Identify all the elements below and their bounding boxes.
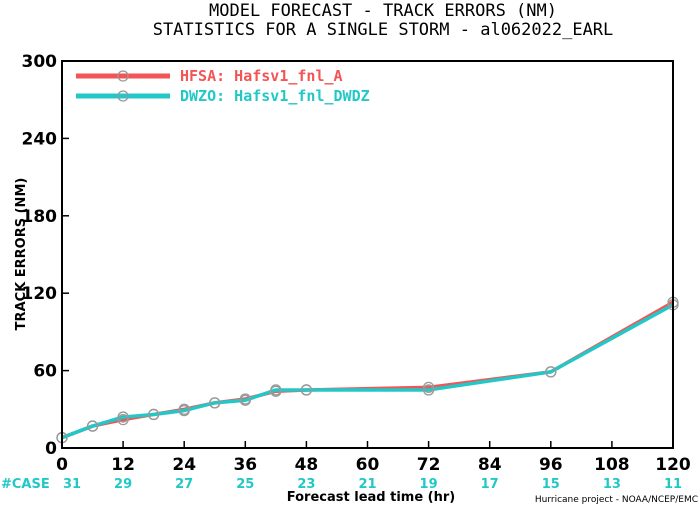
y-tick-label: 120 [22,284,58,304]
case-count: 23 [297,477,315,492]
series-2-point [117,411,129,423]
case-count: 29 [114,477,132,492]
legend-marker [117,70,129,82]
y-tick-label: 300 [22,52,58,72]
y-tick-label: 0 [45,439,57,459]
y-tick-label: 240 [22,129,58,149]
case-count-row: #CASE 31 29 27 25 23 21 19 17 15 13 11 [1,477,682,492]
series-2-point [545,366,557,378]
series-line-1 [61,300,674,440]
chart-subtitle: STATISTICS FOR A SINGLE STORM - al062022… [153,20,614,40]
series-2-point [86,420,99,432]
credit-text: Hurricane project - NOAA/NCEP/EMC [535,495,698,505]
case-count: 27 [175,477,193,492]
series-2-point [147,408,160,421]
series-2-point [239,394,251,406]
series-2-point [300,384,313,396]
y-tick-labels: 0 60 120 180 240 300 [22,52,58,459]
y-tick-label: 60 [33,362,57,382]
plot-frame [61,60,674,449]
case-label: #CASE [1,477,50,492]
legend: HFSA: Hafsv1_fnl_A DWZO: Hafsv1_fnl_DWDZ [76,67,370,105]
legend-marker [117,90,129,102]
legend-label: HFSA: Hafsv1_fnl_A [180,67,343,85]
case-count: 13 [603,477,621,492]
x-axis-label: Forecast lead time (hr) [287,490,455,505]
case-count: 15 [542,477,560,492]
case-count: 31 [63,477,81,492]
y-axis-label: TRACK ERRORS (NM) [14,178,29,331]
case-count: 17 [481,477,499,492]
series-2-point [178,404,190,417]
series-2-point [270,384,282,396]
x-tick-label: 48 [295,455,319,475]
y-tick-label: 180 [22,207,58,227]
x-tick-label: 96 [539,455,563,475]
x-tick-label: 108 [594,455,630,475]
chart-title: MODEL FORECAST - TRACK ERRORS (NM) [209,1,557,21]
x-tick-label: 36 [233,455,257,475]
x-tick-label: 60 [356,455,380,475]
legend-label: DWZO: Hafsv1_fnl_DWDZ [180,87,370,105]
x-tick-label: 120 [655,455,691,475]
series-2-point [209,397,221,409]
series-layer [56,296,679,444]
case-count: 11 [664,477,682,492]
x-tick-label: 0 [56,455,68,475]
x-tick-label: 24 [172,455,196,475]
series-2-point [422,384,435,396]
x-tick-label: 72 [417,455,441,475]
case-count: 21 [358,477,376,492]
case-count: 19 [420,477,438,492]
x-tick-label: 84 [478,455,502,475]
case-count: 25 [236,477,254,492]
series-line-2 [61,303,674,440]
x-tick-label: 12 [111,455,135,475]
x-tick-labels: 0 12 24 36 48 60 72 84 96 108 120 [56,455,691,475]
